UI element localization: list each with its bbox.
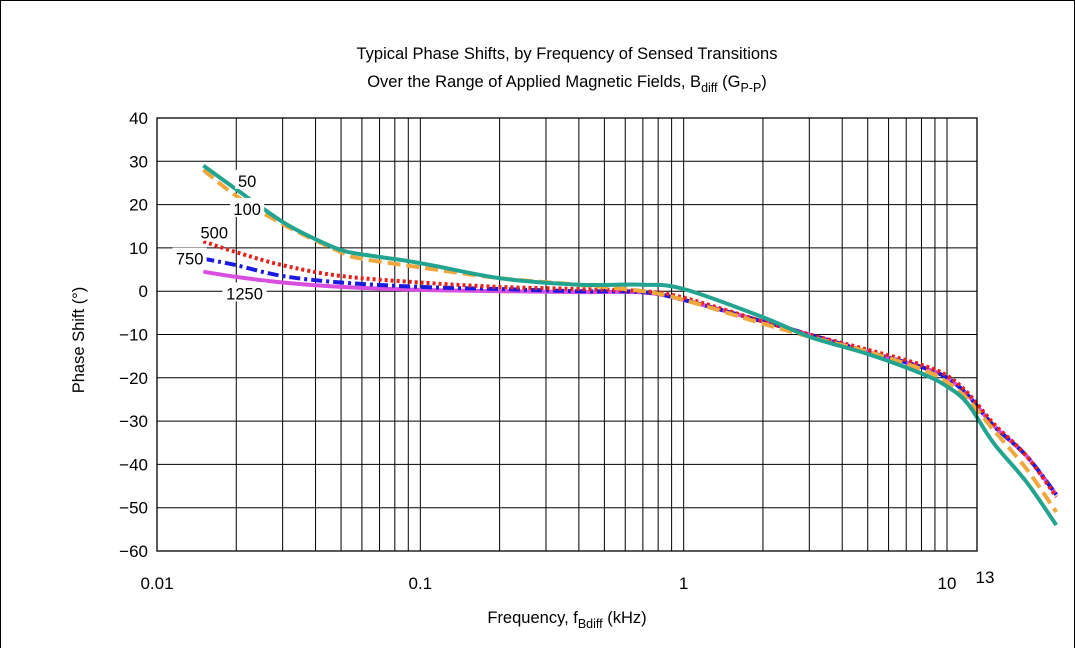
- y-tick-label: 20: [129, 196, 148, 215]
- series-label-750: 750: [176, 251, 204, 269]
- series-label-bg: [197, 221, 232, 241]
- grid: [156, 117, 978, 552]
- series-line-100: [202, 168, 1058, 514]
- y-tick-label: −30: [119, 412, 148, 431]
- series-label-bg: [222, 282, 267, 302]
- series-label-bg: [172, 247, 207, 267]
- y-axis-label: Phase Shift (°): [70, 287, 88, 394]
- plot-area: [156, 117, 978, 552]
- y-tick-label: 10: [129, 239, 148, 258]
- series-label-bg: [235, 169, 260, 189]
- series-label-50: 50: [238, 173, 256, 191]
- y-tick-label: −40: [119, 455, 148, 474]
- x-tick-label: 0.1: [409, 574, 433, 593]
- y-tick-label: 0: [139, 282, 148, 301]
- y-tick-label: −20: [119, 369, 148, 388]
- y-tick-label: 30: [129, 152, 148, 171]
- x-tick-label: 0.01: [140, 574, 173, 593]
- series-label-500: 500: [201, 225, 229, 243]
- series-label-bg: [230, 197, 265, 217]
- x-axis-label: Frequency, fBdiff (kHz): [487, 609, 646, 631]
- chart-title-line2: Over the Range of Applied Magnetic Field…: [367, 73, 767, 95]
- series-line-500: [202, 239, 1058, 499]
- series-line-750: [203, 256, 1058, 496]
- series-label-1250: 1250: [226, 285, 263, 303]
- series-line-50: [202, 163, 1058, 527]
- x-tick-label: 10: [938, 574, 957, 593]
- x-tick-label: 13: [976, 568, 995, 587]
- chart-title-line1: Typical Phase Shifts, by Frequency of Se…: [357, 45, 778, 63]
- y-tick-label: 40: [129, 109, 148, 128]
- y-tick-label: −60: [119, 542, 148, 561]
- x-tick-label: 1: [679, 574, 688, 593]
- series-lines: [202, 163, 1058, 527]
- y-axis-ticks: 40 30 20 10 0 −10 −20 −30 −40 −50 −60: [119, 109, 148, 561]
- series-label-100: 100: [233, 201, 261, 219]
- y-tick-label: −10: [119, 326, 148, 345]
- series-line-1250: [203, 269, 1058, 496]
- y-tick-label: −50: [119, 499, 148, 518]
- x-axis-ticks: 0.01 0.1 1 10 13: [140, 568, 994, 593]
